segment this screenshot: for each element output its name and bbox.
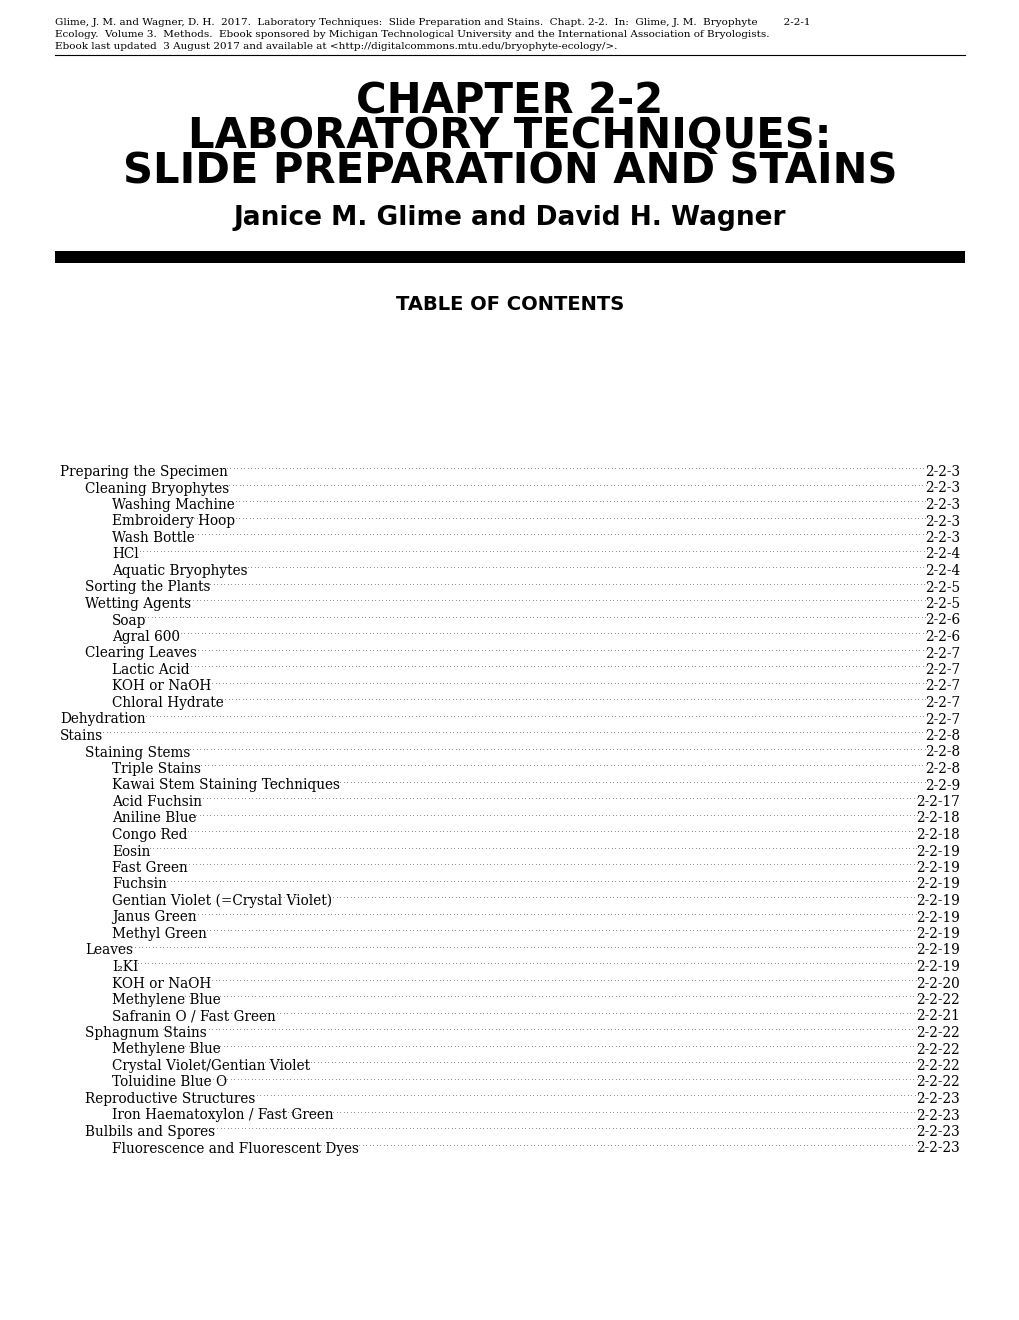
Text: Methyl Green: Methyl Green bbox=[112, 927, 207, 941]
Text: Acid Fuchsin: Acid Fuchsin bbox=[112, 795, 202, 809]
Text: Methylene Blue: Methylene Blue bbox=[112, 1043, 220, 1056]
Text: KOH or NaOH: KOH or NaOH bbox=[112, 977, 211, 990]
Text: 2-2-22: 2-2-22 bbox=[915, 1026, 959, 1040]
Text: Clearing Leaves: Clearing Leaves bbox=[85, 647, 197, 660]
Text: 2-2-7: 2-2-7 bbox=[924, 696, 959, 710]
Text: 2-2-19: 2-2-19 bbox=[915, 845, 959, 858]
Text: Fast Green: Fast Green bbox=[112, 861, 187, 875]
Text: KOH or NaOH: KOH or NaOH bbox=[112, 680, 211, 693]
Text: Sphagnum Stains: Sphagnum Stains bbox=[85, 1026, 207, 1040]
Text: 2-2-6: 2-2-6 bbox=[924, 630, 959, 644]
Text: 2-2-5: 2-2-5 bbox=[924, 597, 959, 611]
Text: 2-2-23: 2-2-23 bbox=[915, 1092, 959, 1106]
Text: Methylene Blue: Methylene Blue bbox=[112, 993, 220, 1007]
Text: TABLE OF CONTENTS: TABLE OF CONTENTS bbox=[395, 294, 624, 314]
Text: Leaves: Leaves bbox=[85, 944, 132, 957]
Text: Preparing the Specimen: Preparing the Specimen bbox=[60, 465, 227, 479]
Text: 2-2-19: 2-2-19 bbox=[915, 944, 959, 957]
Text: 2-2-3: 2-2-3 bbox=[924, 531, 959, 545]
Text: 2-2-22: 2-2-22 bbox=[915, 1043, 959, 1056]
Text: 2-2-7: 2-2-7 bbox=[924, 680, 959, 693]
Text: 2-2-23: 2-2-23 bbox=[915, 1125, 959, 1139]
Text: Reproductive Structures: Reproductive Structures bbox=[85, 1092, 255, 1106]
Text: 2-2-8: 2-2-8 bbox=[924, 762, 959, 776]
Text: CHAPTER 2-2: CHAPTER 2-2 bbox=[356, 81, 663, 121]
Text: 2-2-19: 2-2-19 bbox=[915, 927, 959, 941]
Text: Fluorescence and Fluorescent Dyes: Fluorescence and Fluorescent Dyes bbox=[112, 1142, 359, 1155]
Text: Wetting Agents: Wetting Agents bbox=[85, 597, 191, 611]
Text: 2-2-19: 2-2-19 bbox=[915, 960, 959, 974]
Text: Janice M. Glime and David H. Wagner: Janice M. Glime and David H. Wagner bbox=[233, 205, 786, 231]
Text: Soap: Soap bbox=[112, 614, 147, 627]
Text: 2-2-18: 2-2-18 bbox=[915, 812, 959, 825]
Text: 2-2-21: 2-2-21 bbox=[915, 1010, 959, 1023]
Text: 2-2-4: 2-2-4 bbox=[924, 548, 959, 561]
Text: Aquatic Bryophytes: Aquatic Bryophytes bbox=[112, 564, 248, 578]
Text: Ecology.  Volume 3.  Methods.  Ebook sponsored by Michigan Technological Univers: Ecology. Volume 3. Methods. Ebook sponso… bbox=[55, 30, 768, 40]
Text: 2-2-22: 2-2-22 bbox=[915, 993, 959, 1007]
Text: HCl: HCl bbox=[112, 548, 139, 561]
Text: Congo Red: Congo Red bbox=[112, 828, 187, 842]
Text: Janus Green: Janus Green bbox=[112, 911, 197, 924]
Text: Lactic Acid: Lactic Acid bbox=[112, 663, 190, 677]
Text: 2-2-3: 2-2-3 bbox=[924, 515, 959, 528]
Text: 2-2-9: 2-2-9 bbox=[924, 779, 959, 792]
Text: Staining Stems: Staining Stems bbox=[85, 746, 191, 759]
Text: Ebook last updated  3 August 2017 and available at <http://digitalcommons.mtu.ed: Ebook last updated 3 August 2017 and ava… bbox=[55, 42, 616, 51]
Text: 2-2-20: 2-2-20 bbox=[915, 977, 959, 990]
Text: 2-2-19: 2-2-19 bbox=[915, 878, 959, 891]
Text: Gentian Violet (=Crystal Violet): Gentian Violet (=Crystal Violet) bbox=[112, 894, 332, 908]
Text: 2-2-7: 2-2-7 bbox=[924, 663, 959, 677]
Text: Chloral Hydrate: Chloral Hydrate bbox=[112, 696, 223, 710]
Text: Cleaning Bryophytes: Cleaning Bryophytes bbox=[85, 482, 229, 495]
Text: Sorting the Plants: Sorting the Plants bbox=[85, 581, 210, 594]
Text: 2-2-5: 2-2-5 bbox=[924, 581, 959, 594]
Text: Washing Machine: Washing Machine bbox=[112, 498, 234, 512]
Bar bbox=[55, 251, 964, 263]
Text: Glime, J. M. and Wagner, D. H.  2017.  Laboratory Techniques:  Slide Preparation: Glime, J. M. and Wagner, D. H. 2017. Lab… bbox=[55, 18, 810, 26]
Text: 2-2-23: 2-2-23 bbox=[915, 1142, 959, 1155]
Text: 2-2-3: 2-2-3 bbox=[924, 465, 959, 479]
Text: Dehydration: Dehydration bbox=[60, 713, 146, 726]
Text: 2-2-8: 2-2-8 bbox=[924, 746, 959, 759]
Text: Crystal Violet/Gentian Violet: Crystal Violet/Gentian Violet bbox=[112, 1059, 310, 1073]
Text: Stains: Stains bbox=[60, 729, 103, 743]
Text: Fuchsin: Fuchsin bbox=[112, 878, 167, 891]
Text: Wash Bottle: Wash Bottle bbox=[112, 531, 195, 545]
Text: 2-2-23: 2-2-23 bbox=[915, 1109, 959, 1122]
Text: Kawai Stem Staining Techniques: Kawai Stem Staining Techniques bbox=[112, 779, 339, 792]
Text: 2-2-19: 2-2-19 bbox=[915, 911, 959, 924]
Text: 2-2-19: 2-2-19 bbox=[915, 894, 959, 908]
Text: Toluidine Blue O: Toluidine Blue O bbox=[112, 1076, 227, 1089]
Text: Aniline Blue: Aniline Blue bbox=[112, 812, 197, 825]
Text: 2-2-8: 2-2-8 bbox=[924, 729, 959, 743]
Text: Agral 600: Agral 600 bbox=[112, 630, 179, 644]
Text: 2-2-6: 2-2-6 bbox=[924, 614, 959, 627]
Text: 2-2-4: 2-2-4 bbox=[924, 564, 959, 578]
Text: 2-2-3: 2-2-3 bbox=[924, 482, 959, 495]
Text: 2-2-18: 2-2-18 bbox=[915, 828, 959, 842]
Text: 2-2-19: 2-2-19 bbox=[915, 861, 959, 875]
Text: SLIDE PREPARATION AND STAINS: SLIDE PREPARATION AND STAINS bbox=[122, 150, 897, 191]
Text: 2-2-17: 2-2-17 bbox=[915, 795, 959, 809]
Text: 2-2-22: 2-2-22 bbox=[915, 1059, 959, 1073]
Text: 2-2-7: 2-2-7 bbox=[924, 713, 959, 726]
Text: Safranin O / Fast Green: Safranin O / Fast Green bbox=[112, 1010, 275, 1023]
Text: Bulbils and Spores: Bulbils and Spores bbox=[85, 1125, 215, 1139]
Text: 2-2-3: 2-2-3 bbox=[924, 498, 959, 512]
Text: Eosin: Eosin bbox=[112, 845, 150, 858]
Text: LABORATORY TECHNIQUES:: LABORATORY TECHNIQUES: bbox=[189, 115, 830, 157]
Text: Iron Haematoxylon / Fast Green: Iron Haematoxylon / Fast Green bbox=[112, 1109, 333, 1122]
Text: 2-2-7: 2-2-7 bbox=[924, 647, 959, 660]
Text: I₂KI: I₂KI bbox=[112, 960, 139, 974]
Text: 2-2-22: 2-2-22 bbox=[915, 1076, 959, 1089]
Text: Embroidery Hoop: Embroidery Hoop bbox=[112, 515, 234, 528]
Text: Triple Stains: Triple Stains bbox=[112, 762, 201, 776]
